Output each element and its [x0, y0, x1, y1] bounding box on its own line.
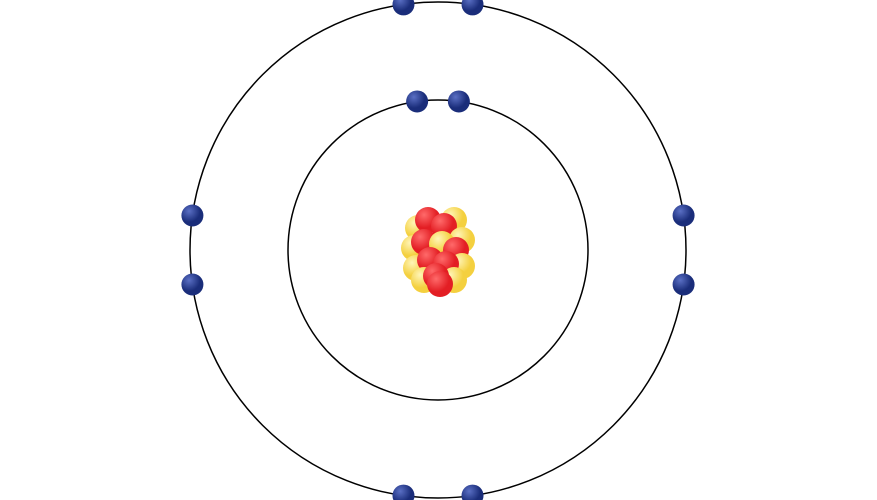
proton [427, 271, 453, 297]
electron [392, 485, 414, 500]
bohr-model-diagram [0, 0, 877, 500]
electron [181, 274, 203, 296]
electron [462, 485, 484, 500]
electron [406, 90, 428, 112]
electron [448, 90, 470, 112]
electron [673, 274, 695, 296]
electron [673, 204, 695, 226]
electron [392, 0, 414, 15]
electron [462, 0, 484, 15]
electron [181, 204, 203, 226]
